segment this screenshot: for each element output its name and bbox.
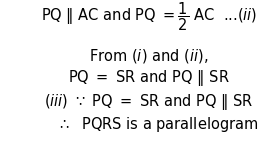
Text: From $(i)$ and $(ii)$,: From $(i)$ and $(ii)$,: [89, 47, 209, 65]
Text: $(iii)$ $\because$ PQ $=$ SR and PQ $\|$ SR: $(iii)$ $\because$ PQ $=$ SR and PQ $\|$…: [44, 92, 254, 112]
Text: $\therefore$  PQRS is a parallelogram: $\therefore$ PQRS is a parallelogram: [57, 115, 258, 134]
Text: PQ $\|$ AC and PQ $= \dfrac{1}{2}$ AC  ...$(ii)$: PQ $\|$ AC and PQ $= \dfrac{1}{2}$ AC ..…: [41, 1, 257, 33]
Text: PQ $=$ SR and PQ $\|$ SR: PQ $=$ SR and PQ $\|$ SR: [68, 68, 230, 88]
